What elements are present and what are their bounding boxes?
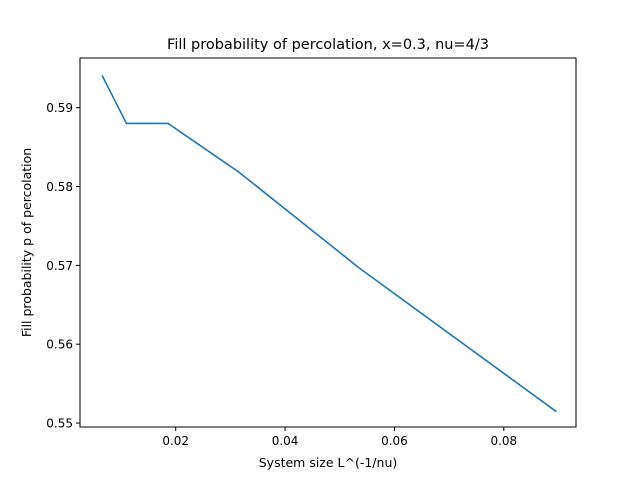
x-axis-label: System size L^(-1/nu): [259, 455, 398, 470]
y-tick-label: 0.57: [46, 259, 73, 273]
series-layer: [101, 75, 557, 413]
plot-frame: [79, 57, 577, 428]
y-tick-label: 0.56: [46, 338, 73, 352]
y-tick-label: 0.58: [46, 180, 73, 194]
y-axis-ticks: 0.55 0.56 0.57 0.58 0.59: [46, 101, 80, 431]
x-tick-label: 0.08: [490, 434, 517, 448]
x-tick-label: 0.02: [162, 434, 189, 448]
series-line-p: [101, 75, 557, 413]
x-tick-label: 0.06: [381, 434, 408, 448]
y-tick-label: 0.59: [46, 101, 73, 115]
y-tick-label: 0.55: [46, 417, 73, 431]
x-axis-ticks: 0.02 0.04 0.06 0.08: [162, 427, 517, 448]
y-axis-label: Fill probability p of percolation: [19, 148, 34, 337]
x-tick-label: 0.04: [272, 434, 299, 448]
chart-title: Fill probability of percolation, x=0.3, …: [167, 37, 489, 53]
